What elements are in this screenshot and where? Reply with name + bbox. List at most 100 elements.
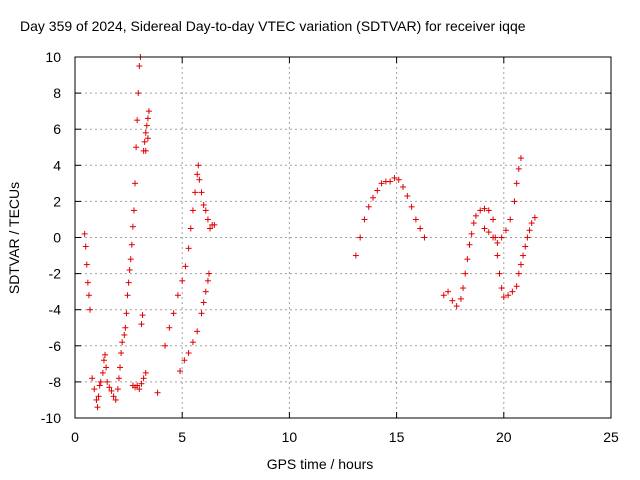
data-point: [130, 207, 137, 214]
y-tick-label: -2: [49, 266, 62, 282]
y-tick-label: 8: [53, 85, 61, 101]
chart-title: Day 359 of 2024, Sidereal Day-to-day VTE…: [20, 18, 526, 34]
data-point: [170, 310, 177, 317]
data-point: [391, 174, 398, 181]
data-point: [460, 285, 467, 292]
data-point: [181, 357, 188, 364]
data-point: [84, 279, 91, 286]
data-point: [352, 252, 359, 259]
data-point: [507, 216, 514, 223]
data-point: [187, 225, 194, 232]
data-point: [134, 382, 141, 389]
data-point: [200, 202, 207, 209]
data-point: [466, 241, 473, 248]
data-point: [162, 342, 169, 349]
data-point: [498, 234, 505, 241]
data-point: [139, 312, 146, 319]
data-point: [138, 321, 145, 328]
data-point: [103, 364, 110, 371]
data-point: [196, 176, 203, 183]
x-tick-label: 10: [282, 429, 298, 445]
data-point: [117, 364, 124, 371]
data-point: [122, 324, 129, 331]
data-point: [505, 292, 512, 299]
data-point: [374, 187, 381, 194]
data-point: [179, 277, 186, 284]
x-tick-label: 15: [389, 429, 405, 445]
data-point: [515, 165, 522, 172]
data-point: [106, 384, 113, 391]
data-point: [110, 393, 117, 400]
data-point: [502, 227, 509, 234]
data-point: [513, 180, 520, 187]
data-point: [87, 306, 94, 313]
data-points: [81, 54, 538, 411]
data-point: [490, 234, 497, 241]
data-point: [515, 270, 522, 277]
data-point: [143, 122, 150, 129]
data-point: [93, 396, 100, 403]
data-point: [462, 270, 469, 277]
data-point: [91, 386, 98, 393]
data-point: [481, 205, 488, 212]
data-point: [100, 357, 107, 364]
data-point: [522, 243, 529, 250]
data-point: [472, 212, 479, 219]
data-point: [412, 216, 419, 223]
data-point: [142, 129, 149, 136]
data-point: [115, 375, 122, 382]
data-point: [144, 115, 151, 122]
data-point: [357, 234, 364, 241]
y-tick-label: 4: [53, 157, 61, 173]
data-point: [204, 277, 211, 284]
data-point: [520, 252, 527, 259]
data-point: [185, 245, 192, 252]
data-point: [95, 393, 102, 400]
data-point: [97, 378, 104, 385]
x-tick-label: 0: [71, 429, 79, 445]
data-point: [404, 192, 411, 199]
data-point: [129, 223, 136, 230]
data-point: [123, 310, 130, 317]
data-point: [177, 368, 184, 375]
data-point: [82, 243, 89, 250]
data-point: [134, 117, 141, 124]
data-point: [166, 324, 173, 331]
data-point: [154, 389, 161, 396]
data-point: [108, 387, 115, 394]
data-point: [494, 239, 501, 246]
data-point: [500, 294, 507, 301]
data-point: [400, 183, 407, 190]
data-point: [145, 108, 152, 115]
data-point: [192, 189, 199, 196]
data-point: [421, 234, 428, 241]
data-point: [128, 241, 135, 248]
data-point: [449, 297, 456, 304]
data-point: [361, 216, 368, 223]
data-point: [485, 207, 492, 214]
x-tick-label: 20: [496, 429, 512, 445]
data-point: [395, 176, 402, 183]
y-tick-label: -6: [49, 338, 62, 354]
data-point: [202, 207, 209, 214]
data-point: [132, 180, 139, 187]
tick-labels: 0 5 10 15 20 25 -10 -8 -6 -4 -2 0 2 4 6 8 10: [41, 49, 619, 445]
data-point: [174, 292, 181, 299]
data-point: [195, 162, 202, 169]
data-point: [470, 220, 477, 227]
data-point: [94, 404, 101, 411]
data-point: [138, 380, 145, 387]
data-point: [513, 283, 520, 290]
data-point: [112, 396, 119, 403]
y-tick-label: -4: [49, 302, 62, 318]
data-point: [125, 279, 132, 286]
data-point: [387, 178, 394, 185]
data-point: [198, 189, 205, 196]
y-tick-label: 2: [53, 193, 61, 209]
data-point: [198, 310, 205, 317]
data-point: [119, 339, 126, 346]
data-point: [140, 375, 147, 382]
data-point: [200, 299, 207, 306]
data-point: [445, 288, 452, 295]
